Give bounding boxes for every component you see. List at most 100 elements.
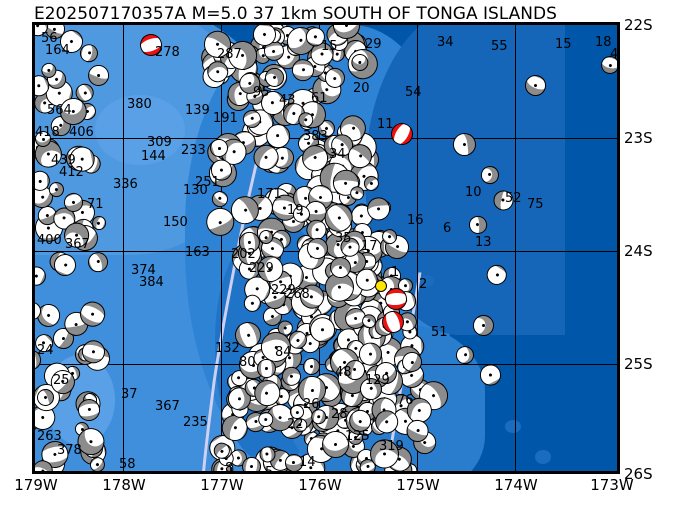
y-axis-label-2: 24S <box>624 242 653 260</box>
depth-label: 229 <box>271 283 296 298</box>
beachball-centroid-dot <box>292 220 296 224</box>
depth-label: 55 <box>491 39 508 54</box>
focal-mechanism-beachball <box>265 123 291 149</box>
depth-label: 8 <box>225 461 234 474</box>
y-axis-label-3: 25S <box>624 355 653 373</box>
depth-label: 144 <box>141 149 166 164</box>
depth-label: 84 <box>275 345 292 360</box>
depth-label: 24 <box>37 343 54 358</box>
depth-label: 2 <box>419 277 428 292</box>
depth-label: 51 <box>431 325 448 340</box>
depth-label: 439 <box>51 153 76 168</box>
depth-label: 374 <box>131 263 156 278</box>
depth-label: 384 <box>139 275 164 290</box>
depth-label: 202 <box>231 247 256 262</box>
gridline-177W <box>221 25 222 471</box>
x-axis-label-3: 176W <box>298 476 342 494</box>
depth-label: 80 <box>239 355 256 370</box>
main-event-epicenter-marker <box>375 279 388 292</box>
x-axis-label-6: 173W <box>590 476 634 494</box>
depth-label: 412 <box>59 165 84 180</box>
depth-label: 28 <box>331 407 348 422</box>
beachball-centroid-dot <box>316 414 321 419</box>
beachball-centroid-dot <box>376 206 381 211</box>
beachball-centroid-dot <box>237 397 242 401</box>
beachball-centroid-dot <box>40 468 45 471</box>
depth-label: 56 <box>41 31 58 46</box>
bathy-deep-patch-se2 <box>535 450 551 464</box>
depth-label: 48 <box>335 365 352 380</box>
beachball-centroid-dot <box>96 73 101 77</box>
depth-label: 268 <box>285 287 310 302</box>
depth-label: 150 <box>163 215 188 230</box>
depth-label: 406 <box>69 125 94 140</box>
depth-label: 52 <box>505 191 522 206</box>
depth-label: 11 <box>377 117 394 132</box>
depth-label: 139 <box>185 103 210 118</box>
depth-label: 14 <box>299 455 316 470</box>
depth-label: 229 <box>249 261 274 276</box>
depth-label: 125 <box>345 429 370 444</box>
beachball-centroid-dot <box>32 358 33 362</box>
depth-label: 17 <box>361 239 378 254</box>
beachball-centroid-dot <box>338 265 342 269</box>
x-axis-label-0: 179W <box>14 476 58 494</box>
beachball-centroid-dot <box>365 278 369 282</box>
x-axis-label-4: 175W <box>396 476 440 494</box>
map-frame: 56 164 278 287 380 564 406 309 233 418 439 412 336 71… <box>32 22 620 474</box>
depth-label: 251 <box>195 175 220 190</box>
depth-label: 319 <box>379 439 404 454</box>
depth-label: 75 <box>527 197 544 212</box>
depth-label: 6 <box>443 221 452 236</box>
beachball-centroid-dot <box>264 366 268 370</box>
depth-label: 54 <box>405 85 422 100</box>
beachball-centroid-dot <box>533 83 537 87</box>
focal-mechanism-beachball <box>472 314 494 336</box>
depth-label: 16 <box>407 213 424 228</box>
beachball-centroid-dot <box>217 146 221 150</box>
x-axis-label-5: 174W <box>494 476 538 494</box>
beachball-centroid-dot <box>481 323 485 327</box>
y-axis-label-4: 26S <box>624 465 653 483</box>
depth-label: 22 <box>287 417 304 432</box>
depth-label: 34 <box>329 147 346 162</box>
depth-label: 378 <box>57 443 82 458</box>
gridline-174W <box>515 25 516 471</box>
depth-label: 164 <box>45 43 70 58</box>
depth-label: 35 <box>335 231 352 246</box>
beachball-compressional-quadrant <box>472 314 489 336</box>
beachball-centroid-dot <box>357 61 361 65</box>
gridline-178W <box>123 25 124 471</box>
x-axis-label-1: 178W <box>102 476 146 494</box>
beachball-centroid-dot <box>61 336 66 341</box>
depth-label: 1 <box>391 265 400 280</box>
depth-label: 418 <box>35 125 60 140</box>
depth-label: 233 <box>181 143 206 158</box>
depth-label: 263 <box>37 429 62 444</box>
depth-label: 15 <box>321 39 338 54</box>
beachball-centroid-dot <box>488 373 492 377</box>
depth-label: 132 <box>215 341 240 356</box>
depth-label: 58 <box>119 457 136 472</box>
depth-label: 13 <box>475 235 492 250</box>
beachball-centroid-dot <box>310 388 314 392</box>
depth-label: 95 <box>253 85 270 100</box>
depth-label: 43 <box>279 93 296 108</box>
depth-label: 44 <box>610 47 619 62</box>
bathy-shallow-patch-nw <box>95 95 185 165</box>
beachball-centroid-dot <box>368 180 374 186</box>
y-axis-label-0: 22S <box>624 16 653 34</box>
depth-label: 71 <box>87 197 104 212</box>
beachball-centroid-dot <box>71 200 76 204</box>
depth-label: 564 <box>47 103 72 118</box>
depth-label: 191 <box>213 111 238 126</box>
beachball-centroid-dot <box>32 309 34 312</box>
depth-label: 336 <box>113 177 138 192</box>
y-axis-label-1: 23S <box>624 129 653 147</box>
x-axis-label-2: 177W <box>200 476 244 494</box>
gridline-175W <box>417 25 418 471</box>
depth-label: 171 <box>257 187 282 202</box>
focal-mechanism-beachball <box>209 138 229 158</box>
depth-label: 25 <box>53 373 70 388</box>
